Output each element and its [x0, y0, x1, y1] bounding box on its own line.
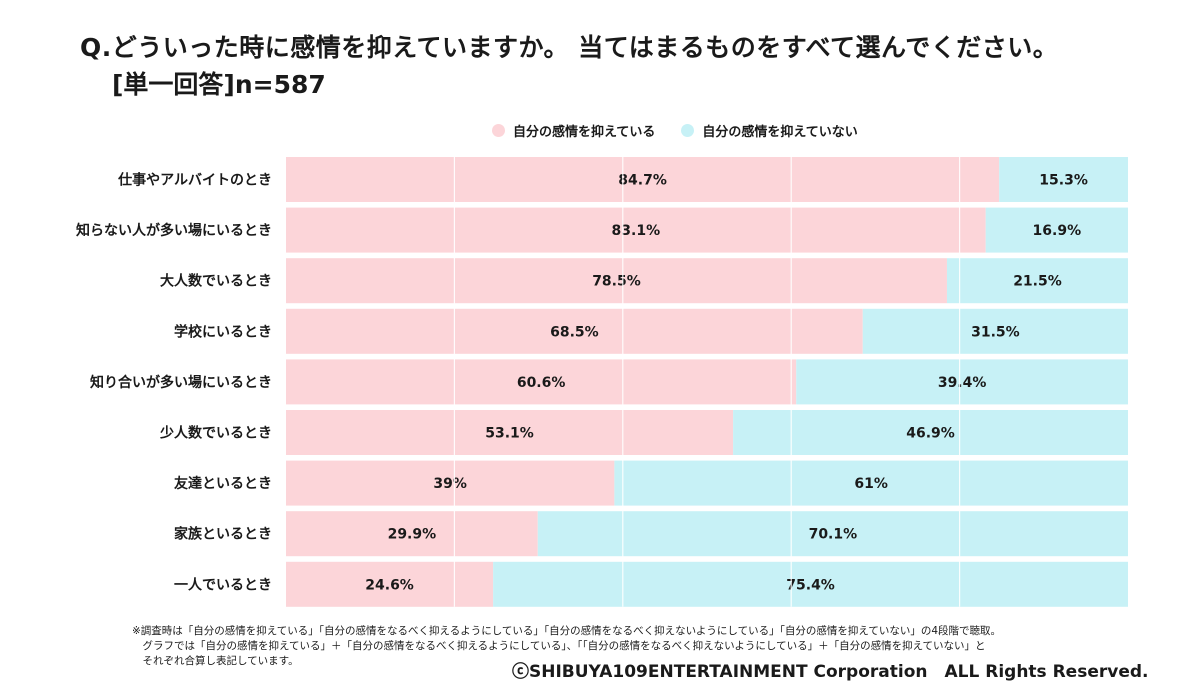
data-label: 78.5%	[592, 274, 641, 290]
legend: 自分の感情を抑えている 自分の感情を抑えていない	[492, 120, 884, 140]
bar-segment	[286, 410, 734, 455]
bar-segment	[286, 460, 615, 506]
bar-segment	[946, 258, 1128, 304]
category-label: 友達といるとき	[174, 475, 272, 492]
data-label: 24.6%	[365, 577, 414, 593]
category-label: 知らない人が多い場にいるとき	[76, 222, 272, 239]
category-label: 少人数でいるとき	[159, 425, 272, 442]
category-label: 大人数でいるとき	[160, 273, 272, 290]
legend-label-not-suppress: 自分の感情を抑えていない	[702, 124, 858, 140]
category-label: 家族といるとき	[174, 526, 272, 543]
data-label: 39.4%	[938, 375, 987, 391]
stacked-bar-chart: 仕事やアルバイトのとき 84.7% 15.3% 知らない人が多い場にいるとき 83.1%…	[76, 157, 1129, 607]
data-label: 16.9%	[1033, 223, 1082, 239]
data-label: 61%	[854, 476, 888, 492]
category-label: 知り合いが多い場にいるとき	[90, 374, 272, 391]
category-label: 一人でいるとき	[174, 576, 272, 593]
bar-segment	[796, 359, 1128, 405]
bar-segment	[733, 410, 1128, 455]
bar-segment	[286, 258, 947, 304]
footnote-line: それぞれ合算し表記しています。	[132, 655, 299, 667]
data-label: 75.4%	[786, 577, 835, 593]
data-label: 15.3%	[1039, 173, 1088, 189]
bar-segment	[286, 359, 797, 405]
bar-segment	[286, 207, 986, 253]
data-label: 39%	[433, 476, 467, 492]
bar-segment	[862, 308, 1128, 354]
chart-subtitle: [単一回答]n=587	[112, 70, 326, 99]
category-label: 仕事やアルバイトのとき	[117, 172, 272, 189]
footnote-line: ※調査時は「自分の感情を抑えている」「自分の感情をなるべく抑えるようにしている」…	[132, 625, 1002, 637]
legend-swatch-suppress	[492, 123, 505, 137]
legend-swatch-not-suppress	[681, 123, 695, 137]
category-label: 学校にいるとき	[174, 323, 272, 340]
legend-item-suppress: 自分の感情を抑えている	[492, 121, 655, 140]
data-label: 31.5%	[971, 324, 1020, 340]
bar-segment	[999, 157, 1128, 202]
bar-segment	[614, 460, 1128, 506]
chart-title: Q.どういった時に感情を抑えていますか。 当てはまるものをすべて選んでください。	[80, 33, 1059, 62]
bar-segment	[286, 561, 494, 607]
bar-segment	[286, 308, 863, 354]
data-label: 29.9%	[388, 527, 437, 543]
bar-segment	[493, 561, 1129, 607]
bar-segment	[286, 511, 538, 557]
footnotes: ※調査時は「自分の感情を抑えている」「自分の感情をなるべく抑えるようにしている」…	[132, 624, 1001, 669]
data-label: 68.5%	[550, 324, 599, 340]
bar-segment	[985, 207, 1128, 253]
data-label: 46.9%	[906, 426, 955, 442]
bar-segment	[286, 157, 1000, 202]
footnote-line: グラフでは「自分の感情を抑えている」＋「自分の感情をなるべく抑えるようにしている…	[132, 640, 986, 652]
copyright: ⓒSHIBUYA109ENTERTAINMENT Corporation ALL…	[512, 662, 1149, 682]
data-label: 70.1%	[809, 527, 858, 543]
data-label: 21.5%	[1013, 274, 1062, 290]
legend-label-suppress: 自分の感情を抑えている	[513, 124, 656, 140]
data-label: 60.6%	[517, 375, 566, 391]
data-label: 84.7%	[618, 173, 667, 189]
data-label: 83.1%	[612, 223, 661, 239]
legend-item-not-suppress: 自分の感情を抑えていない	[681, 121, 858, 140]
bar-segment	[537, 511, 1128, 557]
data-label: 53.1%	[485, 426, 534, 442]
